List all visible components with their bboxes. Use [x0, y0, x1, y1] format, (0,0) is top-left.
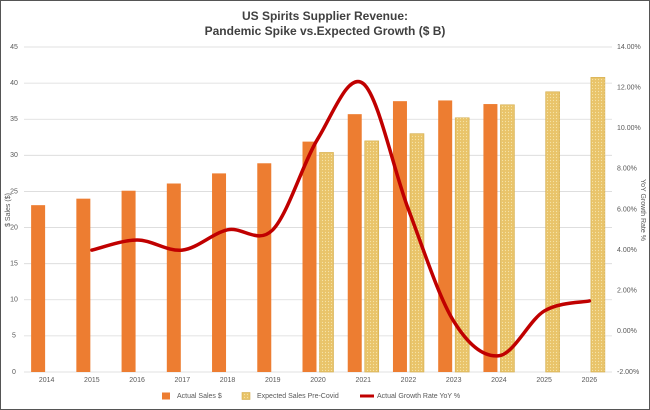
y2-tick-label: 10.00%: [617, 125, 641, 132]
y-tick-label: 10: [10, 297, 18, 304]
x-tick-label: 2025: [536, 377, 552, 384]
y2-tick-label: 12.00%: [617, 84, 641, 91]
legend-label: Actual Sales $: [177, 393, 222, 400]
y2-tick-label: 4.00%: [617, 247, 637, 254]
x-tick-label: 2017: [175, 377, 191, 384]
y2-axis-label: YoY Growth Rate %: [639, 179, 646, 241]
bar: [212, 173, 227, 372]
bar: [31, 205, 46, 372]
bar: [483, 104, 498, 373]
bar: [409, 133, 425, 373]
x-tick-label: 2019: [265, 377, 281, 384]
chart-subtitle: Pandemic Spike vs.Expected Growth ($ B): [205, 24, 446, 38]
y-axis-label: $ Sales ($): [5, 193, 12, 227]
line: [90, 79, 592, 358]
x-tick-label: 2018: [220, 377, 236, 384]
y-tick-label: 45: [10, 44, 18, 51]
y2-tick-label: -2.00%: [617, 369, 639, 376]
x-tick-label: 2023: [446, 377, 462, 384]
bar: [347, 114, 362, 373]
x-tick-label: 2021: [355, 377, 371, 384]
legend-label: Expected Sales Pre-Covid: [257, 393, 339, 400]
y-tick-label: 20: [10, 224, 18, 231]
bar: [364, 140, 380, 373]
y-tick-label: 40: [10, 80, 18, 87]
y-tick-label: 15: [10, 261, 18, 268]
bar: [590, 77, 606, 373]
x-tick-label: 2020: [310, 377, 326, 384]
bar: [319, 152, 334, 373]
y2-tick-label: 8.00%: [617, 166, 637, 173]
x-tick-label: 2026: [582, 377, 598, 384]
x-tick-label: 2024: [491, 377, 507, 384]
legend-swatch: [241, 392, 251, 400]
legend-swatch: [162, 392, 170, 400]
bar: [500, 104, 515, 373]
bar: [121, 190, 136, 372]
x-tick-label: 2022: [401, 377, 417, 384]
bar: [545, 91, 560, 373]
y-tick-label: 5: [12, 333, 16, 340]
bar: [438, 100, 453, 372]
legend-label: Actual Growth Rate YoY %: [377, 393, 460, 400]
y2-tick-label: 2.00%: [617, 288, 637, 295]
y2-tick-label: 14.00%: [617, 44, 641, 51]
chart-title: US Spirits Supplier Revenue:: [242, 9, 408, 23]
bar: [454, 117, 470, 373]
bar: [257, 163, 272, 372]
y-tick-label: 25: [10, 188, 18, 195]
x-tick-label: 2016: [129, 377, 145, 384]
y2-tick-label: 6.00%: [617, 206, 637, 213]
bar: [166, 183, 181, 372]
bar: [392, 101, 407, 373]
bar: [76, 198, 91, 372]
x-tick-label: 2014: [39, 377, 55, 384]
y-tick-label: 35: [10, 116, 18, 123]
x-tick-label: 2015: [84, 377, 100, 384]
y-tick-label: 0: [12, 369, 16, 376]
y2-tick-label: 0.00%: [617, 328, 637, 335]
bar: [302, 141, 317, 372]
y-tick-label: 30: [10, 152, 18, 159]
